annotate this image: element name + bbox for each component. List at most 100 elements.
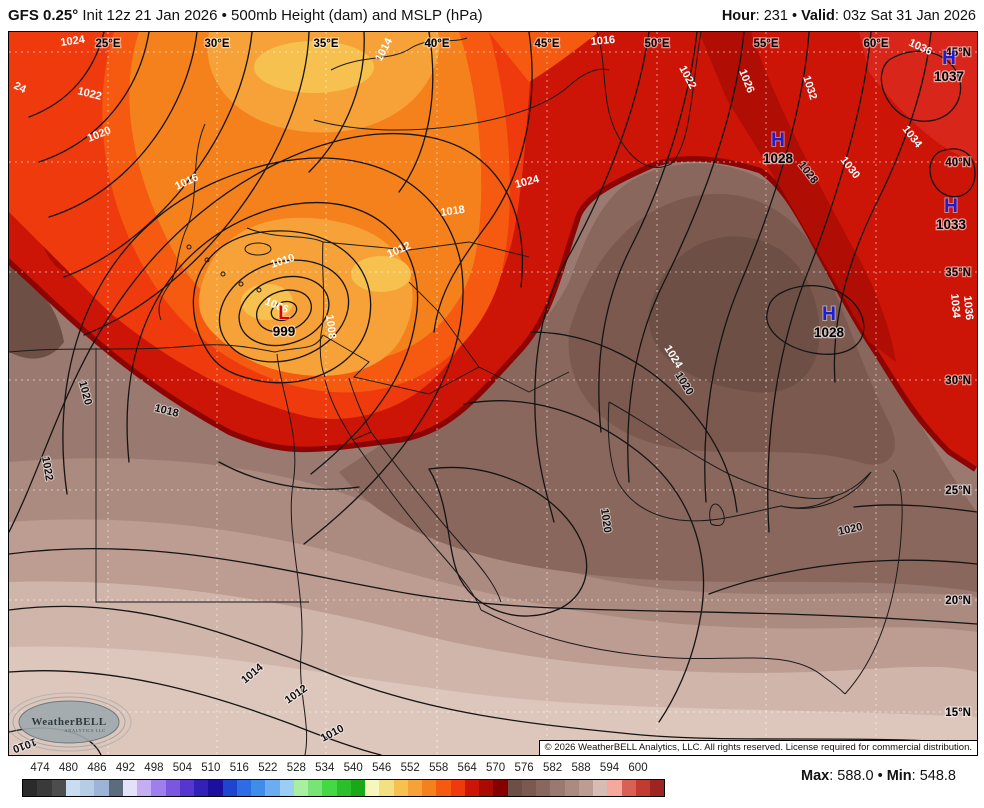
colorbar-tick-label: 576 [514, 762, 534, 774]
high-pressure-symbol: H [944, 196, 958, 217]
colorbar-cell [450, 780, 465, 796]
pressure-value: 1033 [936, 217, 967, 232]
colorbar-cell [80, 780, 95, 796]
colorbar-cell [179, 780, 194, 796]
contour-label: 1008 [323, 314, 338, 340]
height-fill-layer [9, 32, 977, 755]
colorbar-cell [322, 780, 337, 796]
contour-label: 1018 [440, 204, 466, 219]
longitude-label: 40°E [424, 38, 449, 50]
colorbar-cell [222, 780, 237, 796]
logo-subtext: ANALYTICS LLC [64, 728, 105, 733]
longitude-label: 60°E [863, 38, 888, 50]
colorbar-tick-label: 558 [429, 762, 449, 774]
colorbar-cell [279, 780, 294, 796]
contour-label: 1022 [76, 85, 103, 103]
colorbar-area: 474 480 486 492 498 504 510 516 522 528 534 540 546 5… [0, 756, 984, 808]
colorbar-tick-label: 570 [486, 762, 506, 774]
colorbar-cell [37, 780, 52, 796]
colorbar-cell [564, 780, 579, 796]
colorbar-tick-label: 588 [571, 762, 591, 774]
page-title: GFS 0.25° Init 12z 21 Jan 2026 • 500mb H… [8, 7, 483, 24]
longitude-label: 50°E [644, 38, 669, 50]
contour-label: 24 [12, 80, 29, 96]
colorbar-cell [379, 780, 394, 796]
colorbar-tick-label: 564 [457, 762, 477, 774]
high-pressure-symbol: H [771, 130, 785, 151]
colorbar-cell [251, 780, 266, 796]
colorbar-cell [607, 780, 622, 796]
colorbar-cell [464, 780, 479, 796]
colorbar-cell [108, 780, 123, 796]
latitude-label: 45°N [945, 47, 971, 59]
logo-text: WeatherBELL [31, 716, 106, 728]
colorbar-tick-label: 534 [315, 762, 335, 774]
longitude-label: 25°E [95, 38, 120, 50]
colorbar-cell [265, 780, 280, 796]
pressure-value: 1028 [763, 151, 794, 166]
colorbar [22, 779, 665, 797]
colorbar-cell [336, 780, 351, 796]
colorbar-cell [507, 780, 522, 796]
pressure-value: 999 [273, 324, 296, 339]
colorbar-cell [521, 780, 536, 796]
colorbar-cell [137, 780, 152, 796]
contour-label: 1036 [961, 295, 975, 320]
colorbar-cell [165, 780, 180, 796]
latitude-label: 20°N [945, 595, 971, 607]
colorbar-tick-label: 582 [542, 762, 563, 774]
contour-label: 1024 [514, 173, 542, 191]
colorbar-cell [621, 780, 636, 796]
colorbar-cell [536, 780, 551, 796]
copyright-notice: © 2026 WeatherBELL Analytics, LLC. All r… [538, 740, 978, 756]
pressure-value: 1037 [934, 69, 964, 84]
colorbar-cell [436, 780, 451, 796]
colorbar-cell [479, 780, 494, 796]
high-pressure-symbol: H [942, 48, 956, 69]
colorbar-cell [293, 780, 308, 796]
colorbar-tick-label: 504 [172, 762, 192, 774]
colorbar-cell [51, 780, 66, 796]
colorbar-tick-label: 510 [201, 762, 221, 774]
colorbar-cell [365, 780, 380, 796]
contour-label: 1024 [60, 34, 87, 49]
colorbar-cell [151, 780, 166, 796]
contour-label: 1034 [948, 293, 962, 319]
colorbar-tick-label: 492 [115, 762, 136, 774]
high-pressure-symbol: H [822, 304, 836, 325]
colorbar-cell [308, 780, 323, 796]
colorbar-cell [593, 780, 608, 796]
contour-label: 1020 [598, 508, 613, 534]
colorbar-cell [94, 780, 109, 796]
latitude-label: 40°N [945, 157, 971, 169]
colorbar-cell [578, 780, 593, 796]
colorbar-cell [208, 780, 223, 796]
colorbar-tick-label: 528 [286, 762, 306, 774]
lat-lon-labels: 25°E 30°E 35°E 40°E 45°E 50°E 55°E 60°E 45°N 40°N… [94, 37, 972, 721]
colorbar-cell [407, 780, 422, 796]
weather-map: 1024 24 1022 1020 1016 1014 1016 1022 1026 1032 10… [8, 31, 978, 756]
colorbar-tick-label: 486 [87, 762, 107, 774]
longitude-label: 35°E [313, 38, 338, 50]
contour-label: 1016 [590, 34, 615, 48]
longitude-label: 45°E [534, 38, 559, 50]
low-pressure-symbol: L [278, 303, 290, 324]
coastlines [9, 32, 903, 755]
colorbar-tick-label: 498 [144, 762, 164, 774]
contour-label: 1022 [39, 455, 55, 481]
colorbar-tick-label: 474 [30, 762, 50, 774]
latitude-label: 15°N [945, 707, 971, 719]
colorbar-cell [493, 780, 508, 796]
longitude-label: 55°E [753, 38, 778, 50]
isobar-contours [9, 32, 977, 755]
colorbar-tick-label: 600 [628, 762, 648, 774]
longitude-label: 30°E [204, 38, 229, 50]
colorbar-cell [194, 780, 209, 796]
colorbar-tick-label: 540 [343, 762, 363, 774]
colorbar-cell [650, 780, 665, 796]
colorbar-tick-label: 522 [258, 762, 278, 774]
latitude-label: 25°N [945, 485, 971, 497]
max-min-readout: Max: 588.0 • Min: 548.8 [800, 768, 956, 784]
